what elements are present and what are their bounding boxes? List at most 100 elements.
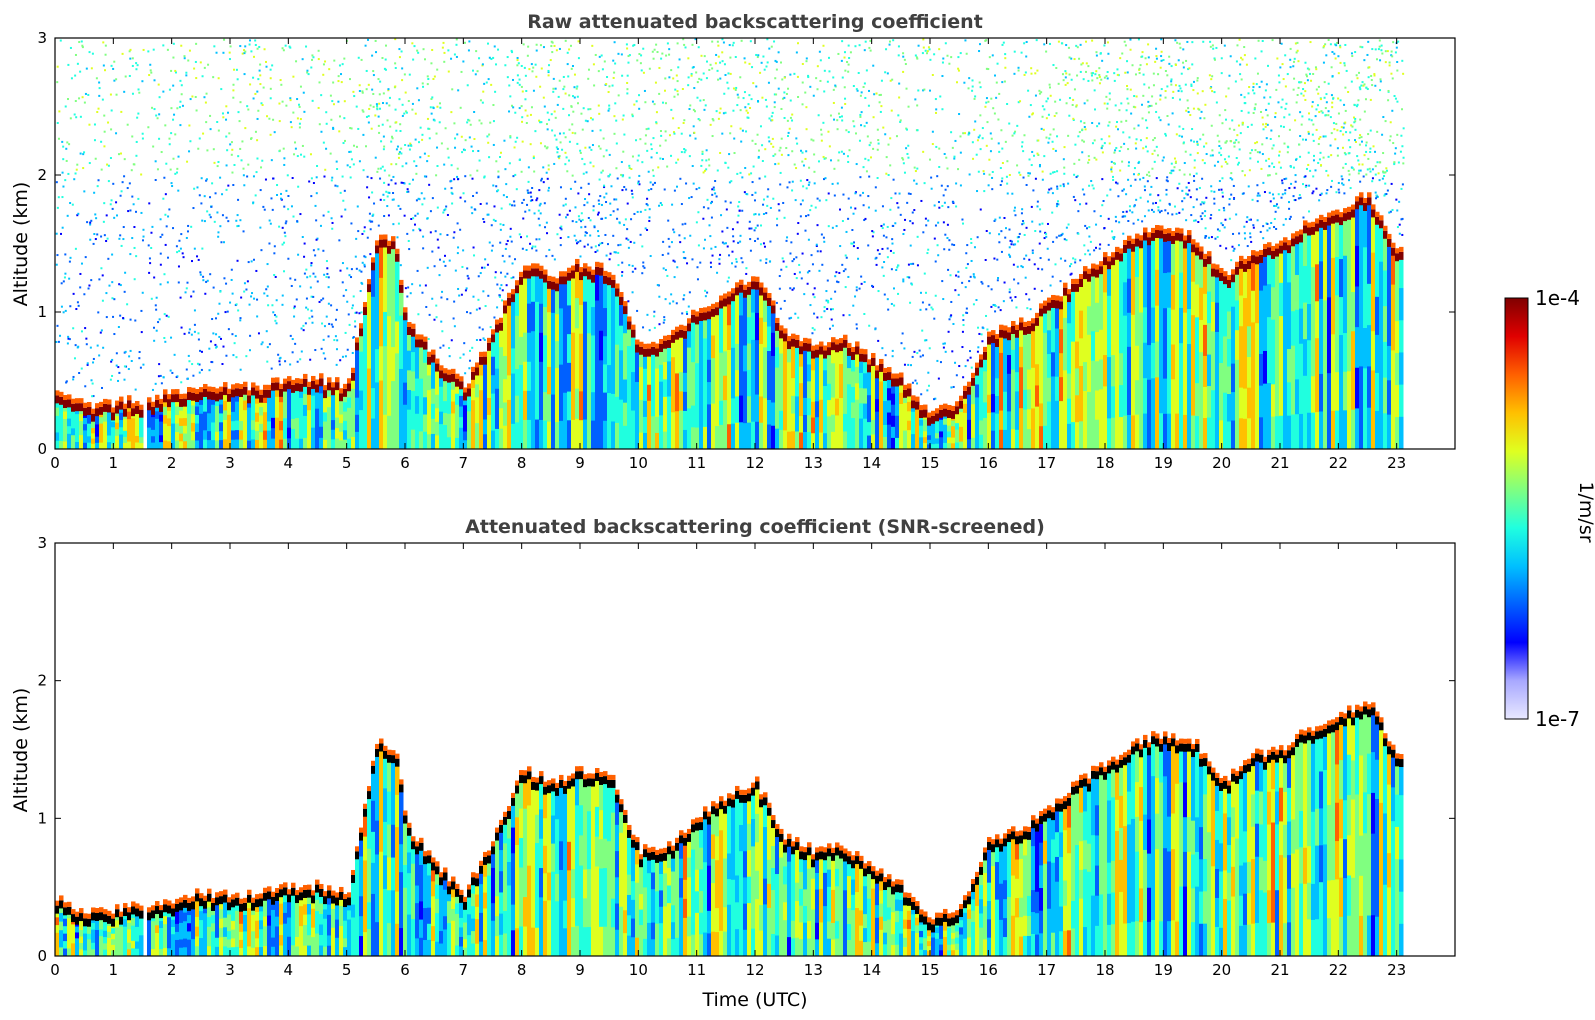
pbl-edge-cell xyxy=(639,341,644,347)
noise-pixel xyxy=(721,132,724,135)
noise-pixel xyxy=(86,221,89,224)
pbl-edge-cell xyxy=(335,377,340,383)
pbl-edge-cell xyxy=(367,279,372,285)
heat-cell xyxy=(783,411,788,431)
heat-cell xyxy=(287,417,292,429)
noise-pixel xyxy=(62,185,65,188)
noise-pixel xyxy=(912,262,915,265)
heat-cell xyxy=(167,441,172,449)
noise-pixel xyxy=(154,382,157,385)
noise-pixel xyxy=(338,239,341,242)
heat-cell xyxy=(423,362,428,381)
heat-cell xyxy=(103,442,108,449)
noise-pixel xyxy=(69,202,72,205)
noise-pixel xyxy=(780,107,783,110)
noise-pixel xyxy=(942,342,945,345)
noise-pixel xyxy=(115,214,118,217)
pbl-layer-cell xyxy=(487,342,492,351)
pbl-edge-cell xyxy=(735,282,740,288)
heat-cell xyxy=(475,423,480,437)
heat-cell xyxy=(343,439,348,449)
noise-pixel xyxy=(401,114,404,117)
noise-pixel xyxy=(620,173,623,176)
heat-cell xyxy=(475,371,480,385)
pbl-layer-cell xyxy=(103,403,108,412)
pbl-layer-cell xyxy=(199,392,204,401)
pbl-edge-cell xyxy=(739,279,744,285)
noise-pixel xyxy=(122,238,125,241)
noise-pixel xyxy=(191,260,194,263)
noise-pixel xyxy=(195,77,198,80)
noise-pixel xyxy=(865,69,868,72)
noise-pixel xyxy=(646,149,649,152)
noise-pixel xyxy=(91,52,94,55)
noise-pixel xyxy=(488,56,491,59)
noise-pixel xyxy=(447,70,450,73)
noise-pixel xyxy=(600,203,603,206)
noise-pixel xyxy=(556,147,559,150)
heat-cell xyxy=(147,427,152,436)
noise-pixel xyxy=(196,362,199,365)
heat-cell xyxy=(263,430,268,441)
noise-pixel xyxy=(572,110,575,113)
heat-cell xyxy=(707,337,712,361)
noise-pixel xyxy=(123,378,126,381)
noise-pixel xyxy=(890,268,893,271)
noise-pixel xyxy=(298,126,301,129)
noise-pixel xyxy=(556,103,559,106)
heat-cell xyxy=(767,399,772,425)
noise-pixel xyxy=(220,241,223,244)
noise-pixel xyxy=(774,77,777,80)
noise-pixel xyxy=(383,67,386,70)
noise-pixel xyxy=(919,355,922,358)
noise-pixel xyxy=(754,226,757,229)
noise-pixel xyxy=(460,70,463,73)
heat-cell xyxy=(503,332,508,357)
pbl-edge-cell xyxy=(803,337,808,343)
pbl-layer-cell xyxy=(519,276,524,285)
noise-pixel xyxy=(235,303,238,306)
noise-pixel xyxy=(261,341,264,344)
noise-pixel xyxy=(635,139,638,142)
noise-pixel xyxy=(193,309,196,312)
noise-pixel xyxy=(499,241,502,244)
noise-pixel xyxy=(774,153,777,156)
noise-pixel xyxy=(577,192,580,195)
noise-pixel xyxy=(97,107,100,110)
noise-pixel xyxy=(801,62,804,65)
heat-cell xyxy=(307,400,312,411)
noise-pixel xyxy=(218,302,221,305)
noise-pixel xyxy=(724,73,727,76)
noise-pixel xyxy=(653,48,656,51)
noise-pixel xyxy=(964,365,967,368)
heat-cell xyxy=(431,418,436,435)
noise-pixel xyxy=(211,318,214,321)
noise-pixel xyxy=(189,140,192,143)
heat-cell xyxy=(643,400,648,418)
noise-pixel xyxy=(892,39,895,42)
noise-pixel xyxy=(403,112,406,115)
noise-pixel xyxy=(266,263,269,266)
noise-pixel xyxy=(349,150,352,153)
noise-pixel xyxy=(271,208,274,211)
noise-pixel xyxy=(639,233,642,236)
heat-cell xyxy=(207,404,212,414)
noise-pixel xyxy=(155,329,158,332)
noise-pixel xyxy=(385,102,388,105)
noise-pixel xyxy=(558,47,561,50)
noise-pixel xyxy=(525,122,528,125)
noise-pixel xyxy=(724,161,727,164)
pbl-layer-cell xyxy=(451,373,456,382)
noise-pixel xyxy=(511,78,514,81)
heat-cell xyxy=(679,391,684,412)
heat-cell xyxy=(579,420,584,449)
noise-pixel xyxy=(343,57,346,60)
noise-pixel xyxy=(876,249,879,252)
noise-pixel xyxy=(613,71,616,74)
heat-cell xyxy=(931,439,936,445)
noise-pixel xyxy=(854,295,857,298)
noise-pixel xyxy=(504,247,507,250)
noise-pixel xyxy=(744,61,747,64)
noise-pixel xyxy=(419,126,422,129)
noise-pixel xyxy=(177,281,180,284)
